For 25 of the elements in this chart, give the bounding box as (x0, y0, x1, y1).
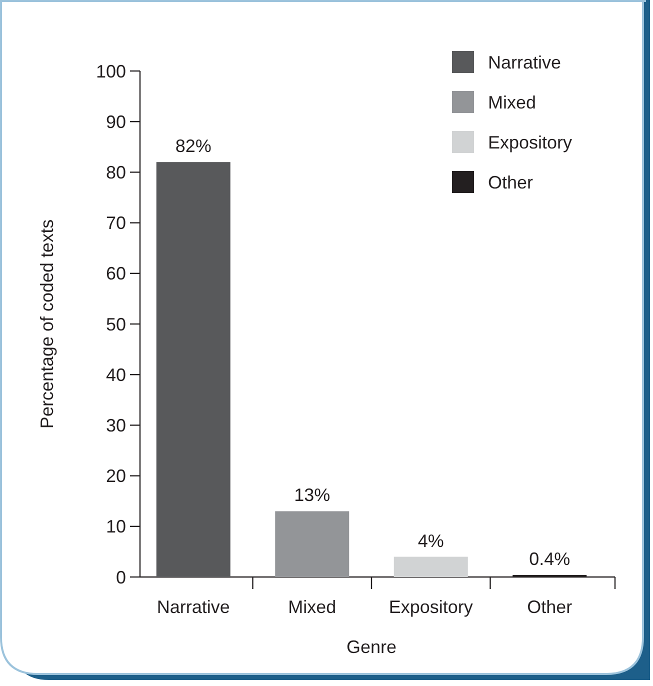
y-tick-label: 90 (106, 112, 126, 132)
data-label: 82% (175, 136, 212, 156)
x-axis-title: Genre (346, 637, 397, 657)
legend-label: Narrative (488, 52, 562, 72)
y-tick-label: 70 (106, 213, 126, 234)
data-label: 13% (294, 485, 330, 506)
x-tick-label: Narrative (156, 597, 230, 617)
x-tick-label: Other (527, 597, 572, 617)
x-tick-label: Mixed (288, 597, 336, 617)
y-tick-label: 30 (106, 416, 126, 436)
y-tick-label: 60 (106, 264, 126, 284)
x-tick-label: Expository (388, 597, 473, 617)
data-label: 0.4% (529, 548, 570, 569)
y-tick-label: 40 (106, 364, 126, 385)
y-tick-label: 0 (116, 567, 126, 588)
y-tick-label: 50 (106, 314, 126, 334)
legend-label: Other (488, 172, 534, 192)
y-tick-label: 100 (96, 61, 126, 82)
y-axis-title: Percentage of coded texts (37, 219, 57, 429)
legend-label: Mixed (488, 92, 536, 112)
y-tick-label: 80 (106, 162, 126, 182)
legend-label: Expository (488, 132, 572, 152)
y-tick-label: 10 (106, 516, 126, 537)
y-tick-label: 20 (106, 466, 126, 486)
data-label: 4% (418, 530, 444, 551)
